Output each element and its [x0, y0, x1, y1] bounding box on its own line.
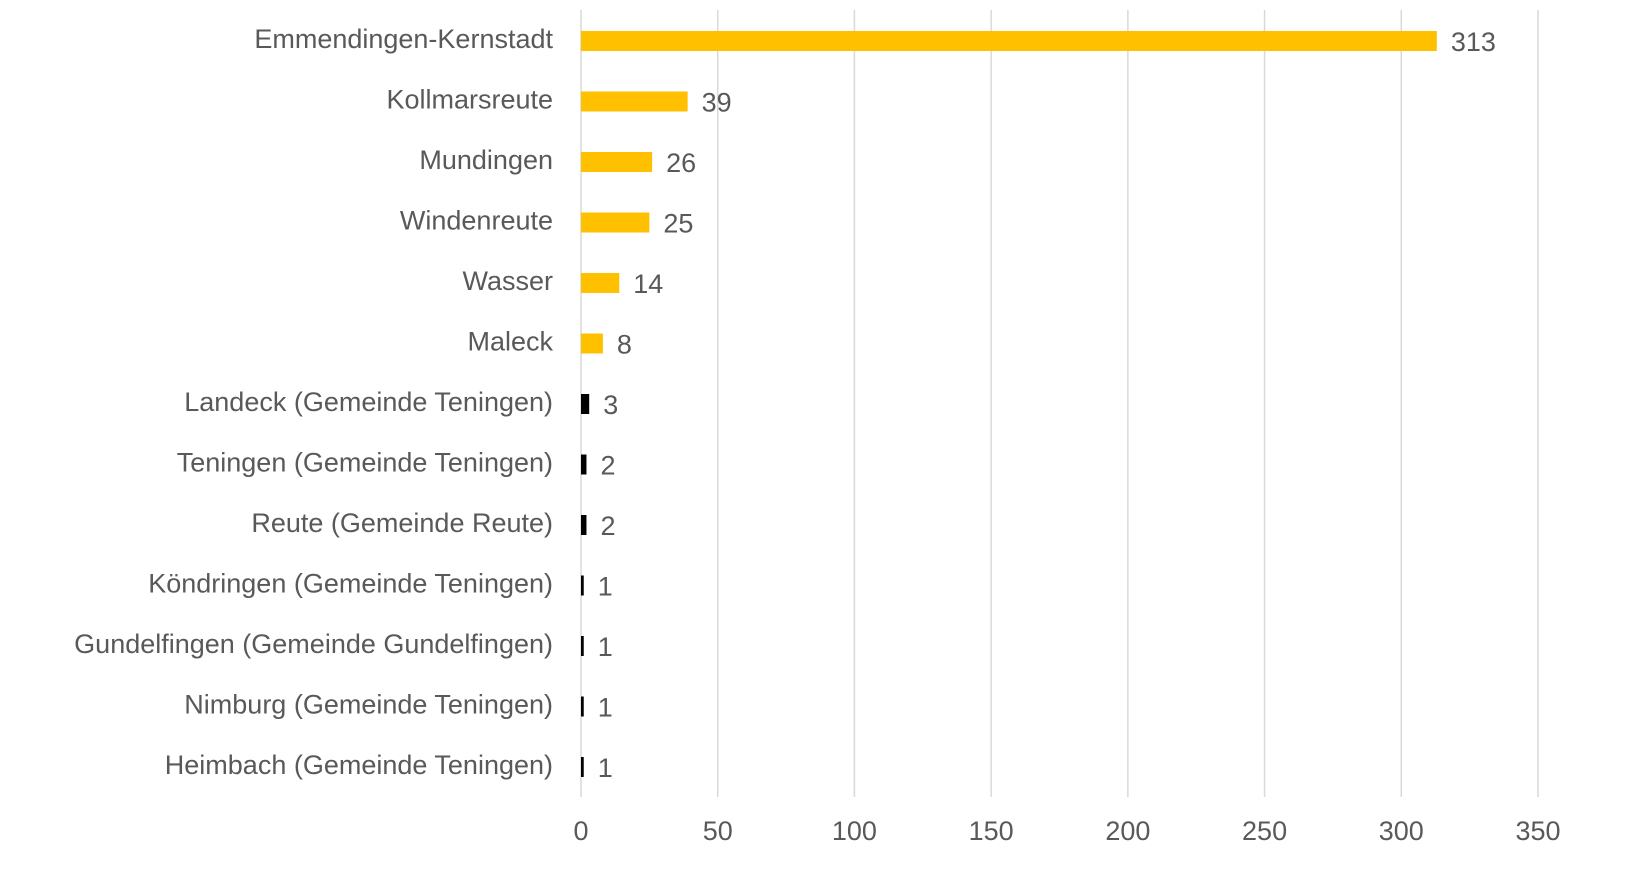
bar [581, 31, 1437, 51]
y-tick-label: Reute (Gemeinde Reute) [251, 508, 553, 538]
value-label: 2 [600, 451, 615, 481]
x-tick-label: 350 [1515, 816, 1560, 846]
bar [581, 696, 584, 717]
bar [581, 636, 584, 656]
value-label: 3 [603, 390, 618, 420]
value-label: 1 [598, 632, 613, 662]
y-tick-label: Landeck (Gemeinde Teningen) [184, 387, 553, 417]
x-tick-label: 100 [832, 816, 877, 846]
bar [581, 273, 620, 293]
bar [581, 757, 584, 777]
value-label: 39 [702, 88, 732, 118]
x-tick-label: 300 [1379, 816, 1424, 846]
bar [581, 454, 587, 475]
y-tick-label: Wasser [462, 266, 553, 296]
bar [581, 515, 587, 535]
bar [581, 91, 688, 112]
y-tick-label: Köndringen (Gemeinde Teningen) [148, 569, 553, 599]
y-tick-label: Mundingen [419, 145, 553, 175]
bar [581, 575, 584, 596]
y-tick-label: Maleck [467, 327, 553, 357]
y-tick-label: Kollmarsreute [386, 85, 553, 115]
bar [581, 152, 653, 172]
y-tick-label: Gundelfingen (Gemeinde Gundelfingen) [74, 629, 553, 659]
x-tick-label: 250 [1242, 816, 1287, 846]
value-label: 26 [666, 148, 696, 178]
y-tick-label: Teningen (Gemeinde Teningen) [177, 448, 553, 478]
value-label: 25 [663, 209, 693, 239]
y-tick-label: Nimburg (Gemeinde Teningen) [184, 690, 553, 720]
value-label: 313 [1451, 27, 1496, 57]
x-tick-label: 200 [1105, 816, 1150, 846]
x-tick-label: 50 [703, 816, 733, 846]
bar [581, 212, 650, 233]
y-tick-label: Heimbach (Gemeinde Teningen) [165, 750, 553, 780]
value-label: 1 [598, 753, 613, 783]
bar [581, 333, 603, 354]
value-label: 1 [598, 572, 613, 602]
value-label: 2 [600, 511, 615, 541]
y-tick-label: Emmendingen-Kernstadt [254, 24, 553, 54]
value-label: 8 [617, 330, 632, 360]
value-label: 1 [598, 693, 613, 723]
x-tick-label: 0 [573, 816, 588, 846]
x-tick-label: 150 [969, 816, 1014, 846]
value-label: 14 [633, 269, 663, 299]
y-tick-label: Windenreute [400, 206, 553, 236]
bar [581, 394, 590, 414]
